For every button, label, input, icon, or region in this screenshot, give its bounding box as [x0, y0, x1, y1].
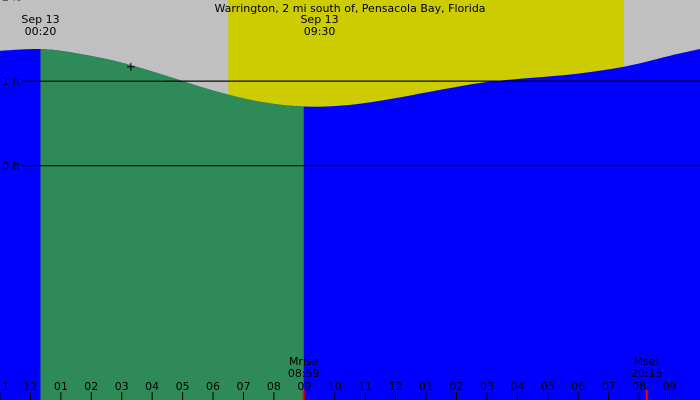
y-tick-labels: 2 ft 1 ft 0 ft [2, 0, 21, 173]
x-tick-label: 01 [419, 380, 433, 393]
x-tick-label: 06 [571, 380, 585, 393]
marker-label: Mrise [289, 355, 319, 368]
x-tick-label: 03 [480, 380, 494, 393]
x-tick-label: 08 [632, 380, 646, 393]
x-tick-label: 04 [145, 380, 159, 393]
x-tick-label: 05 [541, 380, 555, 393]
marker-time: 08:59 [288, 367, 320, 380]
x-tick-label: 1 [2, 380, 9, 393]
x-tick-label: 07 [602, 380, 616, 393]
moon-up-water-area [40, 48, 304, 400]
marker-label: Sep 13 [300, 13, 338, 26]
x-tick-label: 05 [176, 380, 190, 393]
x-tick-label: 08 [267, 380, 281, 393]
marker-time: 09:30 [304, 25, 336, 38]
x-tick-label: 02 [84, 380, 98, 393]
x-tick-label: 01 [54, 380, 68, 393]
x-tick-label: 09 [663, 380, 677, 393]
y-tick-label: 0 ft [2, 160, 21, 173]
marker-label: Sep 13 [21, 13, 59, 26]
x-tick-label: 02 [450, 380, 464, 393]
x-tick-label: 12 [23, 380, 37, 393]
marker-label: Mset [634, 355, 661, 368]
chart-title: Warrington, 2 mi south of, Pensacola Bay… [214, 2, 485, 15]
x-tick-label: 06 [206, 380, 220, 393]
y-tick-label: 1 ft [2, 75, 21, 88]
x-tick-label: 12 [389, 380, 403, 393]
x-tick-label: 03 [115, 380, 129, 393]
y-tick-label: 2 ft [2, 0, 21, 4]
x-tick-label: 07 [236, 380, 250, 393]
marker-time: 00:20 [25, 25, 57, 38]
current-position-marker [126, 62, 135, 71]
x-axis: 1 12 01 02 03 04 05 06 07 08 09 10 11 12 01 02 03 04 05 06 0… [0, 380, 677, 400]
x-tick-label: 10 [328, 380, 342, 393]
x-tick-label: 04 [510, 380, 524, 393]
x-tick-label: 09 [297, 380, 311, 393]
x-tick-label: 11 [358, 380, 372, 393]
marker-time: 20:15 [631, 367, 663, 380]
